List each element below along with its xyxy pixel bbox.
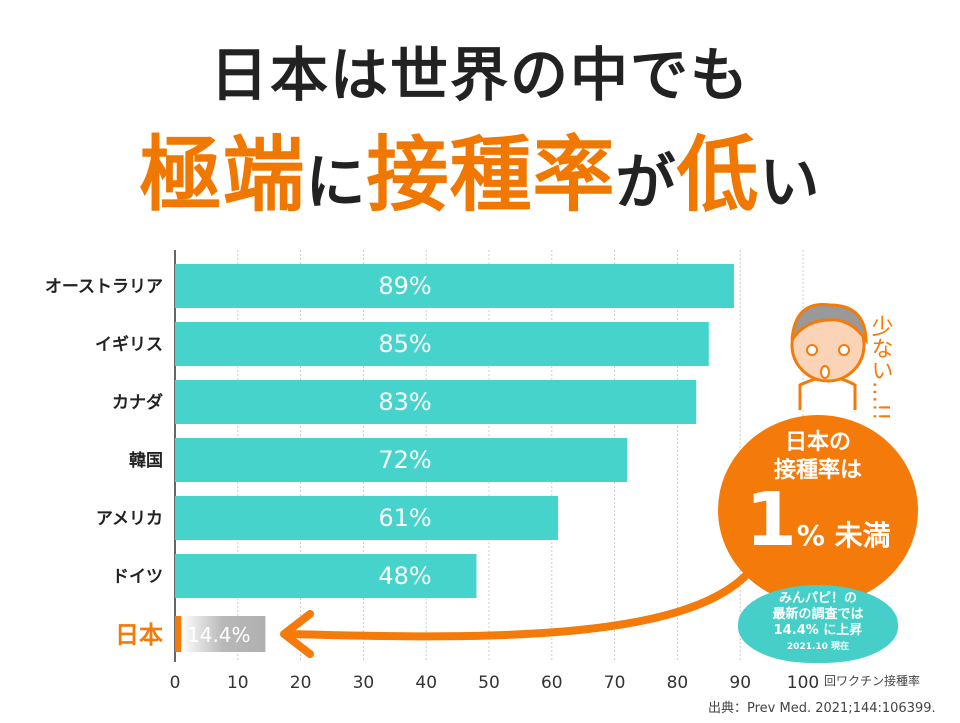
character-exclamation: 少ない…!! — [868, 315, 894, 421]
title-line-1: 日本は世界の中でも — [209, 41, 750, 109]
callout-line-2: 接種率は — [773, 458, 862, 483]
x-tick-label: 10 — [227, 673, 249, 693]
title-part: 低 — [676, 128, 760, 223]
note-line-3: 14.4% に上昇 — [773, 623, 863, 638]
data-label: 14.4% — [187, 623, 251, 647]
note-date: 2021.10 現在 — [786, 642, 850, 652]
callout-line-1: 日本の — [784, 430, 851, 455]
arrow-line — [286, 561, 759, 641]
x-tick-label: 20 — [290, 673, 312, 693]
x-tick-label: 0 — [170, 673, 181, 693]
callout-big-number: 1 — [745, 477, 797, 563]
x-tick-label: 70 — [604, 673, 626, 693]
category-label: 韓国 — [129, 450, 163, 471]
category-label: ドイツ — [112, 567, 163, 587]
x-tick-label: 40 — [415, 673, 437, 693]
bar — [175, 264, 734, 308]
bar-japan-updated — [181, 616, 266, 652]
data-label: 72% — [378, 446, 431, 474]
data-label: 61% — [378, 504, 431, 532]
title-part: が — [615, 148, 677, 218]
bar — [175, 322, 709, 366]
update-note: みんパピ！の 最新の調査では 14.4% に上昇 2021.10 現在 — [738, 585, 898, 663]
category-label: イギリス — [95, 335, 163, 355]
data-label: 89% — [378, 272, 431, 300]
bar — [175, 554, 477, 598]
arrow-head-icon — [280, 610, 314, 658]
x-tick-label: 30 — [353, 673, 375, 693]
category-label: カナダ — [112, 392, 163, 413]
title-part: 極端 — [139, 128, 306, 223]
note-line-2: 最新の調査では — [772, 607, 864, 622]
x-tick-label: 100 — [787, 673, 819, 693]
note-line-1: みんパピ！の — [778, 591, 857, 606]
x-tick-label: 90 — [729, 673, 751, 693]
bar-japan — [175, 616, 182, 652]
title-line-2: 極端に接種率が低い — [0, 108, 960, 227]
data-label: 48% — [378, 562, 431, 590]
callout-bubble: 日本の 接種率は 1% 未満 — [718, 415, 918, 605]
data-label: 83% — [378, 388, 431, 416]
data-label: 85% — [378, 330, 431, 358]
x-axis-label: 回ワクチン接種率 — [824, 674, 921, 688]
x-tick-label: 60 — [541, 673, 563, 693]
source-citation: 出典：Prev Med. 2021;144:106399. — [708, 701, 936, 716]
title-part: に — [305, 148, 367, 218]
x-tick-label: 50 — [478, 673, 500, 693]
character-illustration — [790, 302, 868, 410]
x-tick-label: 80 — [667, 673, 689, 693]
bar — [175, 380, 697, 424]
bar — [175, 496, 559, 540]
category-label: オーストラリア — [45, 277, 163, 297]
bar — [175, 438, 628, 482]
title-part: い — [759, 148, 821, 218]
category-label: 日本 — [115, 621, 163, 649]
title-part: 接種率 — [366, 128, 616, 223]
category-label: アメリカ — [96, 509, 163, 529]
callout-rest: % 未満 — [796, 519, 891, 552]
